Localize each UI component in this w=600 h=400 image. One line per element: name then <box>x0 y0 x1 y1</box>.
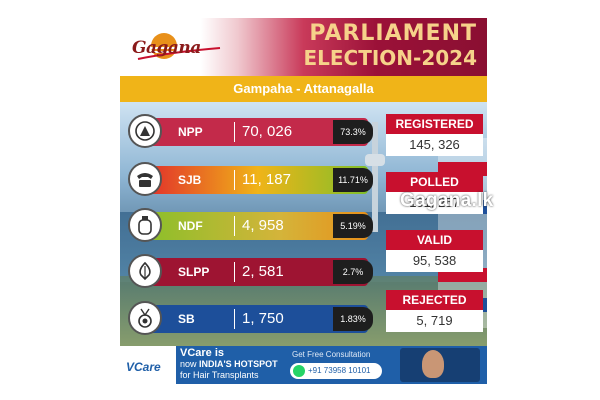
election-results-card: Gagana PARLIAMENT ELECTION-2024 Gampaha … <box>120 18 487 384</box>
result-bar <box>148 258 368 286</box>
election-title: PARLIAMENT ELECTION-2024 <box>303 21 477 71</box>
person-head-image <box>422 350 444 378</box>
divider <box>234 216 235 236</box>
medal-icon <box>128 301 162 335</box>
ad-line-2: now INDIA'S HOTSPOT <box>180 359 278 370</box>
vote-percent: 1.83% <box>333 307 373 331</box>
stat-valid: VALID 95, 538 <box>386 230 483 272</box>
result-row-sb: SB 1, 750 1.83% <box>128 301 373 335</box>
result-row-ndf: NDF 4, 958 5.19% <box>128 208 373 242</box>
stat-label: REJECTED <box>386 290 483 310</box>
vote-percent: 11.71% <box>333 168 373 192</box>
stat-polled: POLLED 101, 257 <box>386 172 483 214</box>
whatsapp-phone-button[interactable]: +91 73958 10101 <box>290 363 382 379</box>
party-name: SLPP <box>178 265 210 279</box>
stat-value: 5, 719 <box>386 310 483 332</box>
ad-copy: VCare is now INDIA'S HOTSPOT for Hair Tr… <box>180 348 278 381</box>
party-name: NDF <box>178 219 203 233</box>
stat-label: VALID <box>386 230 483 250</box>
phone-number: +91 73958 10101 <box>308 366 371 375</box>
stat-rejected: REJECTED 5, 719 <box>386 290 483 332</box>
result-row-slpp: SLPP 2, 581 2.7% <box>128 254 373 288</box>
advertisement-banner[interactable]: VCare VCare is now INDIA'S HOTSPOT for H… <box>120 346 487 384</box>
result-bar <box>148 212 368 240</box>
logo-text: Gagana <box>132 38 201 58</box>
lotus-tower <box>372 122 378 232</box>
party-name: NPP <box>178 125 203 139</box>
vcare-logo: VCare <box>120 346 176 384</box>
result-bar <box>148 305 368 333</box>
telephone-icon <box>128 162 162 196</box>
electorate-subtitle: Gampaha - Attanagalla <box>120 76 487 102</box>
divider <box>234 170 235 190</box>
lotus-tower-top <box>365 154 385 166</box>
ad-line-3: for Hair Transplants <box>180 370 259 380</box>
divider <box>234 309 235 329</box>
divider <box>234 262 235 282</box>
ad-line-2-bold: INDIA'S HOTSPOT <box>199 359 278 369</box>
watermark-text: Gagana.lk <box>400 190 494 211</box>
divider <box>234 122 235 142</box>
gas-cylinder-icon <box>128 208 162 242</box>
ad-line-1: VCare is <box>180 347 225 359</box>
sun-logo-icon <box>137 33 221 60</box>
result-bar <box>148 166 368 194</box>
result-row-sjb: SJB 11, 187 11.71% <box>128 162 373 196</box>
vote-count: 1, 750 <box>242 310 284 327</box>
vcare-logo-text: VCare <box>126 360 161 374</box>
flower-bud-icon <box>128 254 162 288</box>
whatsapp-icon <box>293 365 305 377</box>
consultation-text: Get Free Consultation <box>292 350 371 359</box>
result-bar <box>148 118 368 146</box>
stat-label: REGISTERED <box>386 114 483 134</box>
header-banner: Gagana PARLIAMENT ELECTION-2024 <box>120 18 487 76</box>
compass-icon <box>128 114 162 148</box>
vote-count: 70, 026 <box>242 123 293 140</box>
vote-percent: 5.19% <box>333 214 373 238</box>
stat-value: 95, 538 <box>386 250 483 272</box>
title-line-1: PARLIAMENT <box>309 21 477 46</box>
party-name: SB <box>178 312 195 326</box>
party-name: SJB <box>178 173 202 187</box>
vote-count: 2, 581 <box>242 263 284 280</box>
title-line-2: ELECTION-2024 <box>303 46 477 70</box>
ad-line-2-prefix: now <box>180 359 200 369</box>
vote-percent: 73.3% <box>333 120 373 144</box>
result-row-npp: NPP 70, 026 73.3% <box>128 114 373 148</box>
stat-value: 145, 326 <box>386 134 483 156</box>
vote-count: 11, 187 <box>242 171 291 188</box>
vote-count: 4, 958 <box>242 217 284 234</box>
vote-percent: 2.7% <box>333 260 373 284</box>
stat-label: POLLED <box>386 172 483 192</box>
gagana-logo: Gagana <box>132 26 232 70</box>
stat-value: 101, 257 <box>386 192 483 214</box>
stat-registered: REGISTERED 145, 326 <box>386 114 483 156</box>
